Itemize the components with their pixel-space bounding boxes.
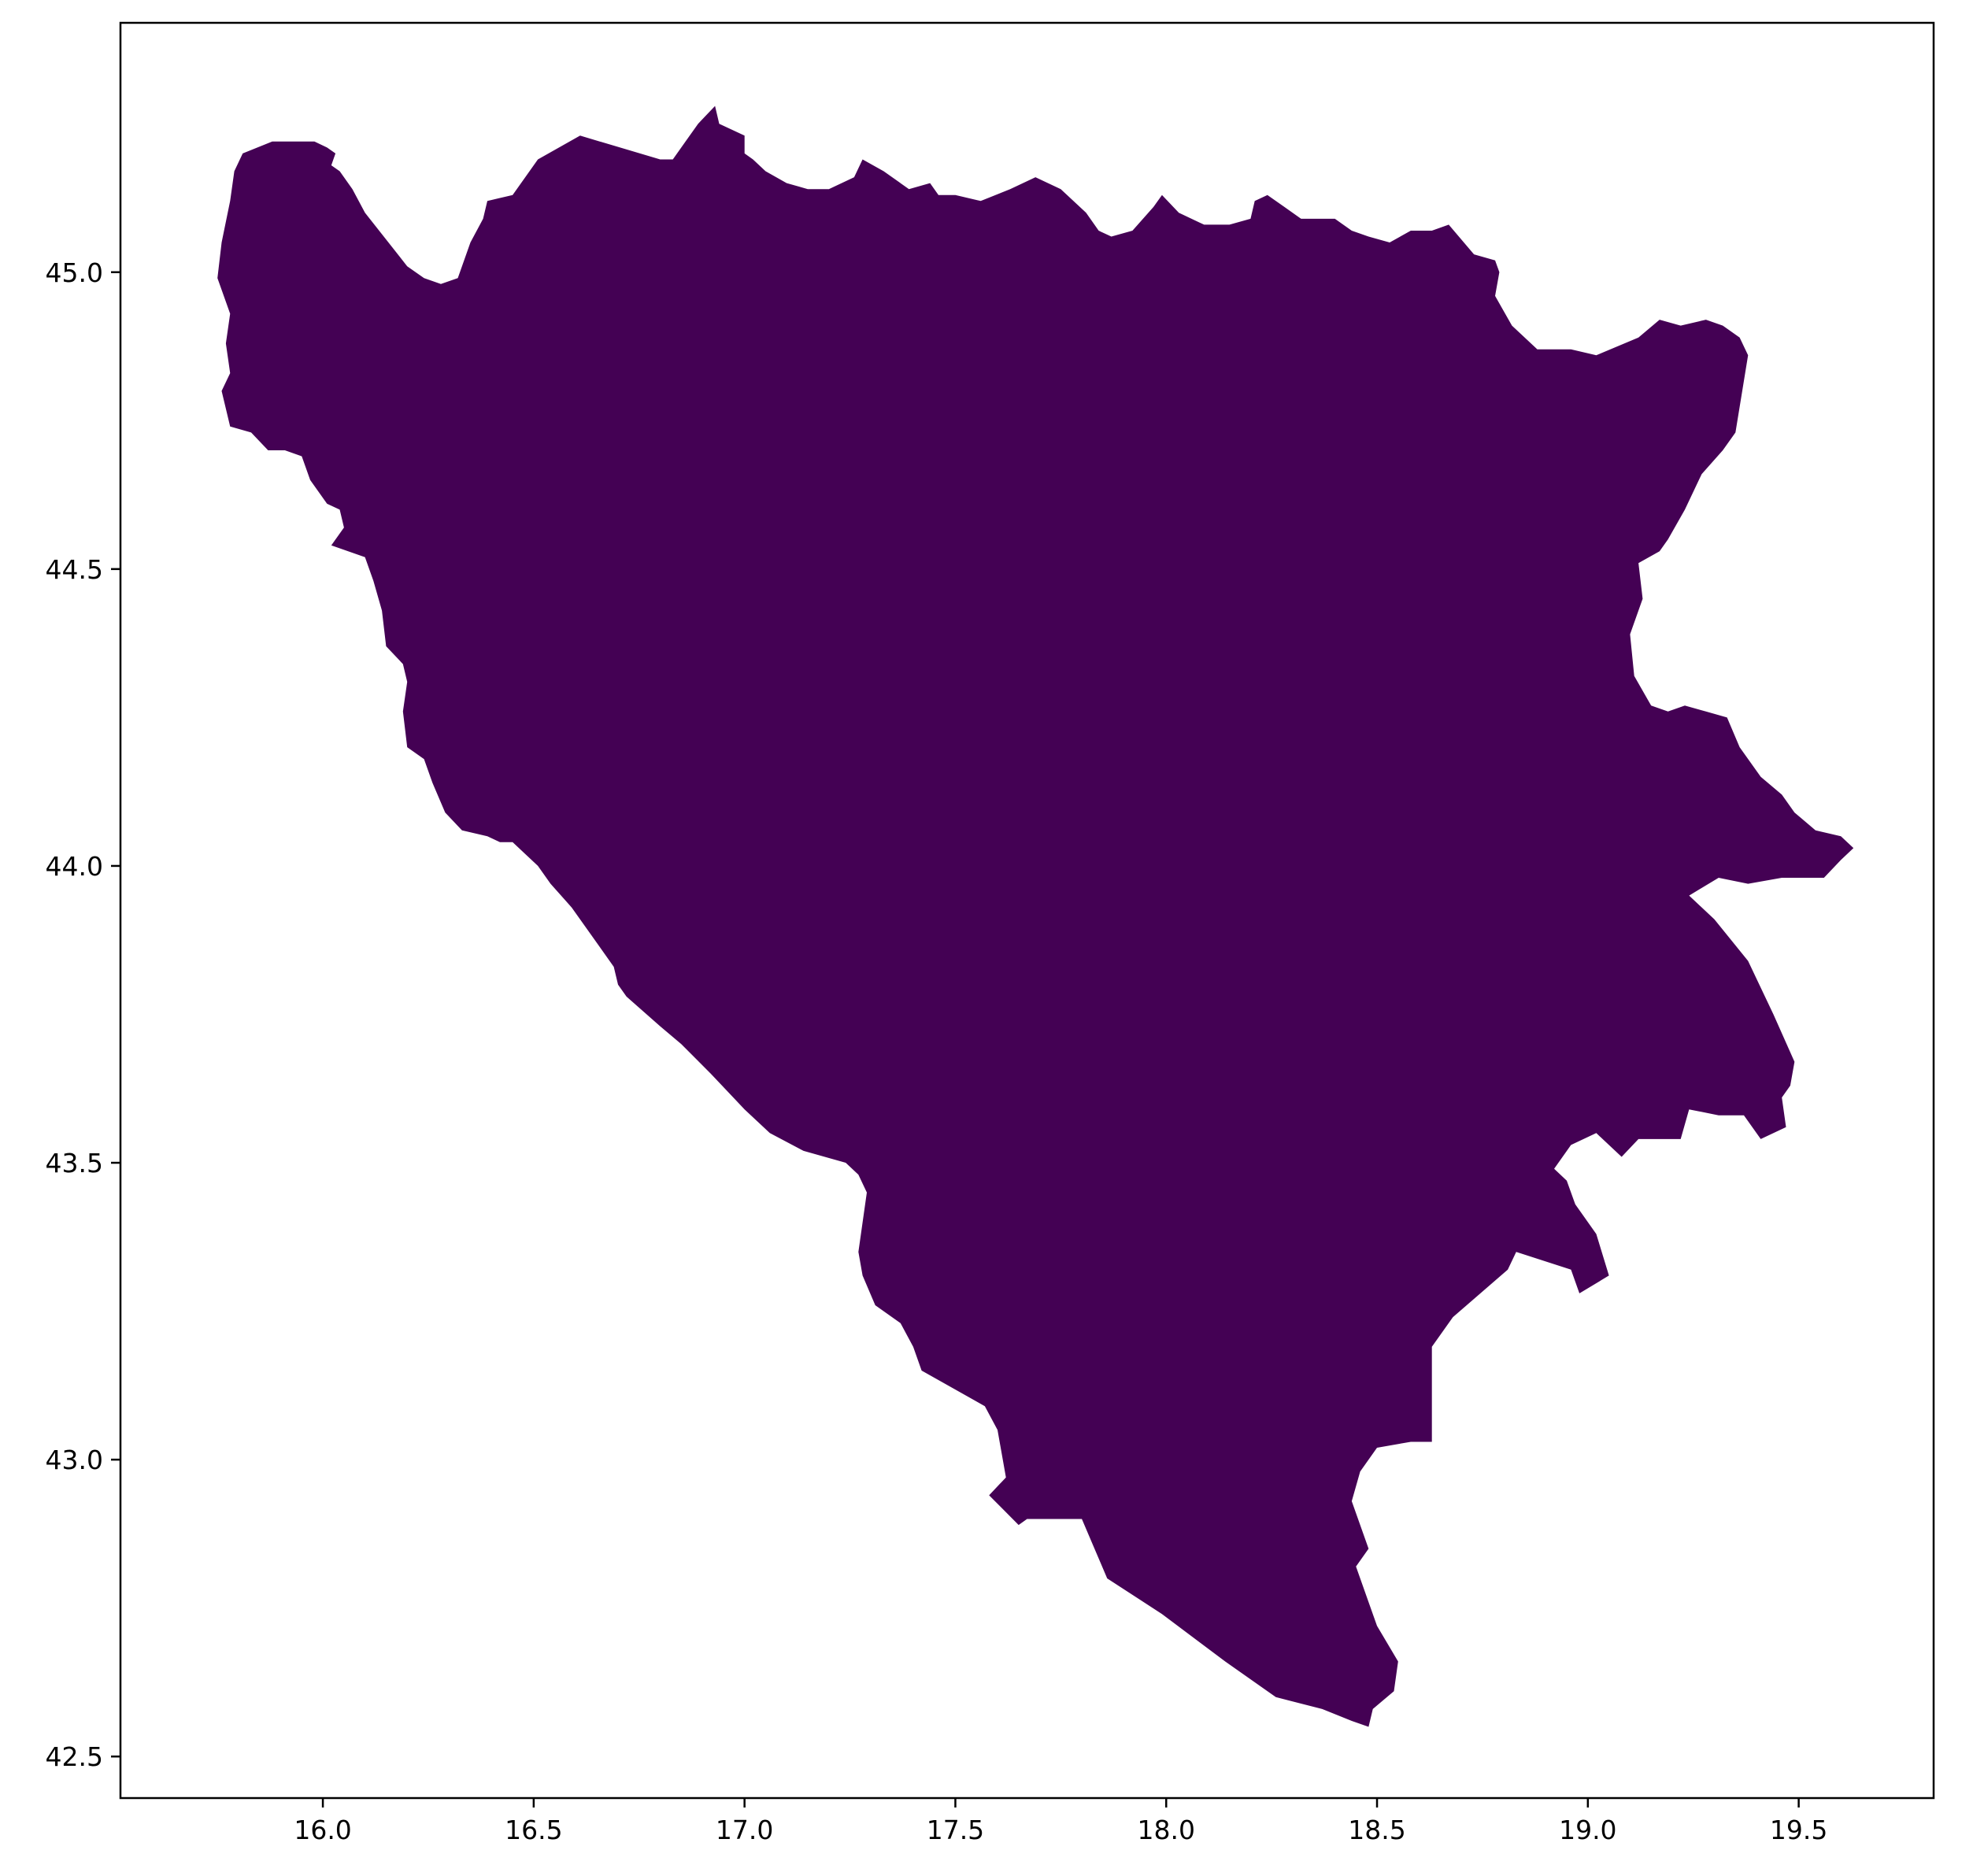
x-tick-label: 16.5 [505,1815,562,1845]
x-axis: 16.0 16.5 17.0 17.5 18.0 18.5 19.0 19.5 [294,1798,1827,1845]
y-tick-label: 44.5 [46,554,103,585]
x-tick-label: 19.0 [1559,1815,1616,1845]
plot-area [217,105,1854,1727]
country-polygon [217,105,1854,1727]
y-tick-label: 43.0 [46,1445,103,1475]
y-axis: 42.5 43.0 43.5 44.0 44.5 45.0 [46,257,120,1772]
y-tick-label: 43.5 [46,1148,103,1179]
x-tick-label: 18.0 [1137,1815,1194,1845]
x-tick-label: 17.5 [927,1815,984,1845]
y-tick-label: 42.5 [46,1741,103,1772]
x-tick-label: 17.0 [716,1815,773,1845]
x-tick-label: 19.5 [1770,1815,1827,1845]
axes-frame [119,21,1935,1800]
x-tick-label: 16.0 [294,1815,351,1845]
x-tick-label: 18.5 [1348,1815,1405,1845]
y-tick-label: 45.0 [46,257,103,288]
y-tick-label: 44.0 [46,851,103,882]
